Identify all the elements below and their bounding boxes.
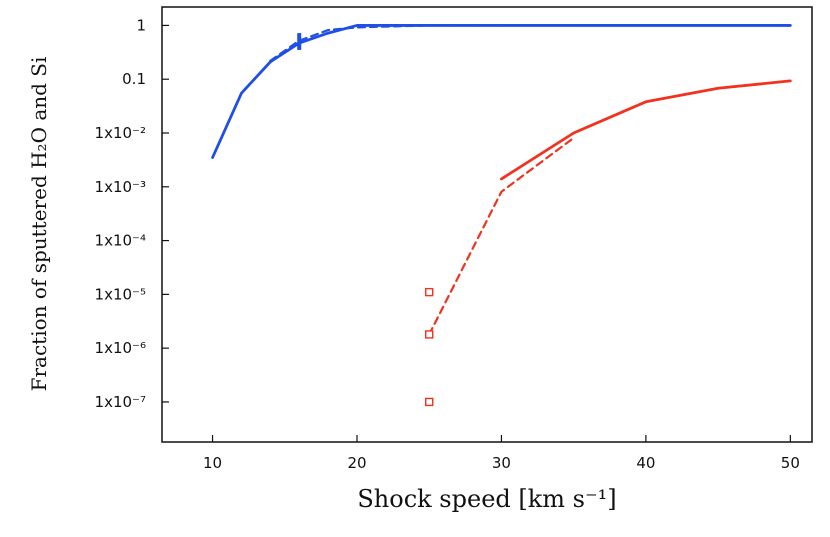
plot-frame <box>161 6 813 443</box>
x-tick-label-50: 50 <box>781 454 800 472</box>
y-tick-group: 1 0.1 1x10⁻² 1x10⁻³ 1x10⁻⁴ 1x10⁻⁵ 1x10⁻⁶ 1x10⁻⁷ <box>95 16 169 411</box>
marker-si-square-2 <box>425 330 434 339</box>
y-tick-label-4: 1x10⁻⁴ <box>95 232 146 250</box>
x-tick-group: 10 20 30 40 50 <box>203 435 800 472</box>
series-line-si-solid <box>500 79 792 181</box>
series-line-h2o-solid <box>211 24 792 159</box>
y-tick-label-0: 1 <box>136 16 146 34</box>
y-axis-label: Fraction of sputtered H₂O and Si <box>27 57 51 392</box>
y-tick-label-2: 1x10⁻² <box>95 124 146 142</box>
series-line-si-dashed <box>428 136 575 336</box>
x-axis-label: Shock speed [km s⁻¹] <box>357 485 616 513</box>
y-tick-label-1: 0.1 <box>122 70 146 88</box>
marker-si-square-3 <box>425 397 434 407</box>
y-tick-label-5: 1x10⁻⁵ <box>95 285 146 303</box>
marker-group <box>425 287 434 407</box>
y-tick-label-3: 1x10⁻³ <box>95 178 146 196</box>
x-tick-label-40: 40 <box>636 454 655 472</box>
x-tick-label-10: 10 <box>203 454 222 472</box>
x-tick-label-30: 30 <box>492 454 511 472</box>
x-tick-label-20: 20 <box>347 454 366 472</box>
y-tick-label-7: 1x10⁻⁷ <box>95 393 146 411</box>
y-tick-label-6: 1x10⁻⁶ <box>95 339 146 357</box>
marker-si-square-1 <box>425 287 434 297</box>
